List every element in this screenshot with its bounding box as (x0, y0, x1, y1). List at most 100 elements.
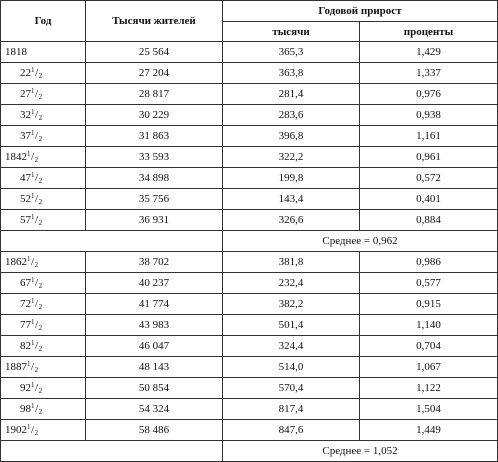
year-value: 1818 (5, 46, 27, 58)
population-cell: 40 237 (85, 272, 223, 294)
year-value: 1887 (5, 361, 27, 373)
table-row: 571/2 36 931 326,6 0,884 (0, 209, 498, 231)
growth-thousands-cell: 570,4 (222, 377, 360, 399)
population-cell: 54 324 (85, 398, 223, 420)
growth-percent-cell: 1,122 (359, 377, 498, 399)
year-value: 57 (20, 214, 31, 226)
year-cell: 671/2 (0, 272, 86, 294)
growth-thousands-cell: 324,4 (222, 335, 360, 357)
year-cell: 271/2 (0, 83, 86, 105)
average-blank-cell (0, 230, 223, 252)
population-cell: 48 143 (85, 356, 223, 378)
half-year-fraction: 1/2 (27, 150, 39, 164)
growth-thousands-cell: 365,3 (222, 41, 360, 63)
table-row: 321/2 30 229 283,6 0,938 (0, 104, 498, 126)
year-cell: 771/2 (0, 314, 86, 336)
half-year-fraction: 1/2 (31, 318, 43, 332)
population-cell: 34 898 (85, 167, 223, 189)
growth-thousands-cell: 322,2 (222, 146, 360, 168)
population-cell: 43 983 (85, 314, 223, 336)
table-row: 521/2 35 756 143,4 0,401 (0, 188, 498, 210)
year-value: 27 (20, 88, 31, 100)
population-cell: 35 756 (85, 188, 223, 210)
year-cell: 981/2 (0, 398, 86, 420)
table-row: 18421/2 33 593 322,2 0,961 (0, 146, 498, 168)
growth-percent-cell: 1,161 (359, 125, 498, 147)
growth-thousands-cell: 363,8 (222, 62, 360, 84)
population-cell: 25 564 (85, 41, 223, 63)
growth-thousands-cell: 514,0 (222, 356, 360, 378)
table-row: 821/2 46 047 324,4 0,704 (0, 335, 498, 357)
half-year-fraction: 1/2 (27, 360, 39, 374)
population-cell: 27 204 (85, 62, 223, 84)
growth-percent-cell: 0,704 (359, 335, 498, 357)
table-row: 19021/2 58 486 847,6 1,449 (0, 419, 498, 441)
year-value: 67 (20, 277, 31, 289)
population-cell: 36 931 (85, 209, 223, 231)
population-cell: 38 702 (85, 251, 223, 273)
year-cell: 221/2 (0, 62, 86, 84)
year-cell: 19021/2 (0, 419, 86, 441)
year-value: 37 (20, 130, 31, 142)
growth-percent-cell: 1,337 (359, 62, 498, 84)
half-year-fraction: 1/2 (31, 276, 43, 290)
year-value: 32 (20, 109, 31, 121)
growth-percent-cell: 0,915 (359, 293, 498, 315)
growth-percent-cell: 0,938 (359, 104, 498, 126)
year-cell: 18421/2 (0, 146, 86, 168)
half-year-fraction: 1/2 (31, 381, 43, 395)
table-row: 921/2 50 854 570,4 1,122 (0, 377, 498, 399)
year-cell: 471/2 (0, 167, 86, 189)
table-row: 1818 25 564 365,3 1,429 (0, 41, 498, 63)
half-year-fraction: 1/2 (31, 297, 43, 311)
year-cell: 18621/2 (0, 251, 86, 273)
population-cell: 30 229 (85, 104, 223, 126)
half-year-fraction: 1/2 (31, 402, 43, 416)
table-row: 981/2 54 324 817,4 1,504 (0, 398, 498, 420)
growth-percent-cell: 1,449 (359, 419, 498, 441)
table-row: 18871/2 48 143 514,0 1,067 (0, 356, 498, 378)
growth-percent-cell: 0,401 (359, 188, 498, 210)
year-cell: 18871/2 (0, 356, 86, 378)
year-value: 92 (20, 382, 31, 394)
header-percent: проценты (359, 21, 498, 42)
population-cell: 46 047 (85, 335, 223, 357)
year-cell: 321/2 (0, 104, 86, 126)
growth-percent-cell: 0,986 (359, 251, 498, 273)
growth-thousands-cell: 326,6 (222, 209, 360, 231)
year-cell: 571/2 (0, 209, 86, 231)
table-row: 471/2 34 898 199,8 0,572 (0, 167, 498, 189)
growth-percent-cell: 1,067 (359, 356, 498, 378)
year-value: 52 (20, 193, 31, 205)
growth-percent-cell: 0,884 (359, 209, 498, 231)
table-average-group-1: Среднее = 0,962 (0, 230, 498, 252)
growth-thousands-cell: 283,6 (222, 104, 360, 126)
year-value: 72 (20, 298, 31, 310)
year-value: 98 (20, 403, 31, 415)
population-cell: 58 486 (85, 419, 223, 441)
half-year-fraction: 1/2 (31, 213, 43, 227)
average-1: Среднее = 0,962 (222, 230, 498, 252)
growth-thousands-cell: 199,8 (222, 167, 360, 189)
year-value: 82 (20, 340, 31, 352)
population-cell: 41 774 (85, 293, 223, 315)
half-year-fraction: 1/2 (31, 108, 43, 122)
growth-thousands-cell: 382,2 (222, 293, 360, 315)
growth-percent-cell: 1,140 (359, 314, 498, 336)
header-thousands-inhabitants: Тысячи жителей (85, 0, 223, 42)
table-row: 271/2 28 817 281,4 0,976 (0, 83, 498, 105)
table-row: 221/2 27 204 363,8 1,337 (0, 62, 498, 84)
growth-thousands-cell: 396,8 (222, 125, 360, 147)
growth-thousands-cell: 281,4 (222, 83, 360, 105)
year-cell: 921/2 (0, 377, 86, 399)
growth-thousands-cell: 381,8 (222, 251, 360, 273)
year-cell: 1818 (0, 41, 86, 63)
table-row: 721/2 41 774 382,2 0,915 (0, 293, 498, 315)
growth-thousands-cell: 847,6 (222, 419, 360, 441)
year-value: 47 (20, 172, 31, 184)
growth-thousands-cell: 817,4 (222, 398, 360, 420)
year-value: 1862 (5, 256, 27, 268)
growth-percent-cell: 0,577 (359, 272, 498, 294)
table-row: 18621/2 38 702 381,8 0,986 (0, 251, 498, 273)
